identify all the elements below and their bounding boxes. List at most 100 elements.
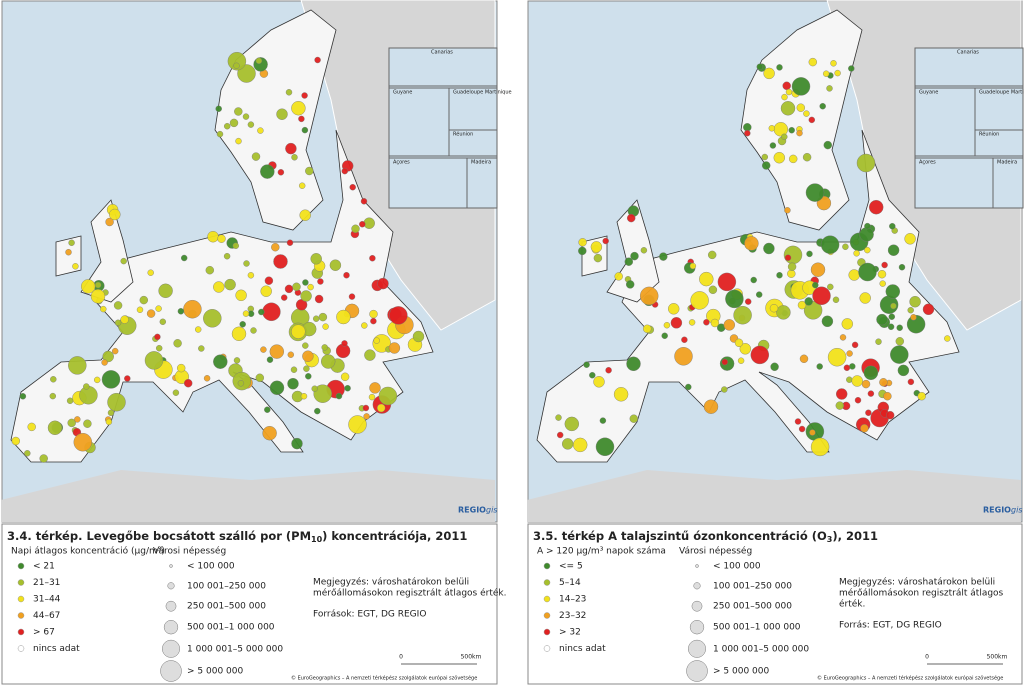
class-label: > 32 xyxy=(559,628,581,638)
city-dot xyxy=(564,416,579,432)
city-dot xyxy=(300,393,308,400)
size-label: > 5 000 000 xyxy=(187,667,243,677)
city-dot xyxy=(689,262,697,270)
city-dot xyxy=(887,323,895,330)
inset-label: Açores xyxy=(393,160,410,166)
city-dot xyxy=(264,406,271,413)
city-dot xyxy=(810,437,830,457)
credit: REGIO xyxy=(458,506,486,515)
city-dot xyxy=(858,262,877,282)
city-dot xyxy=(898,264,906,271)
inset-cell xyxy=(974,129,1024,157)
city-dot xyxy=(769,304,779,313)
city-dot xyxy=(663,322,671,329)
size-label: 500 001–1 000 000 xyxy=(187,623,275,633)
class-swatch xyxy=(17,595,25,603)
city-dot xyxy=(105,418,113,426)
city-dot xyxy=(158,283,173,298)
city-dot xyxy=(93,376,101,384)
legend-frame xyxy=(1,523,498,685)
city-dot xyxy=(302,342,309,349)
city-dot xyxy=(247,121,255,128)
city-dot xyxy=(251,152,261,161)
city-dot xyxy=(821,315,834,327)
city-dot xyxy=(806,250,813,258)
city-dot xyxy=(49,392,56,400)
city-dot xyxy=(804,297,813,306)
size-swatch xyxy=(162,639,180,658)
city-dot xyxy=(864,246,871,254)
size-label: < 100 000 xyxy=(713,562,761,572)
city-dot xyxy=(819,102,826,110)
city-dot xyxy=(322,323,329,330)
city-dot xyxy=(624,257,634,266)
city-dot xyxy=(310,253,322,265)
city-dot xyxy=(776,272,783,279)
city-dot xyxy=(885,284,900,299)
city-dot xyxy=(578,238,587,247)
size-swatch xyxy=(691,600,703,612)
city-dot xyxy=(861,379,871,389)
note-line: érték. xyxy=(839,599,865,610)
copyright: © EuroGeographics – A nemzeti térképész … xyxy=(817,675,1003,682)
city-dot xyxy=(725,289,744,309)
city-dot xyxy=(823,140,832,150)
city-dot xyxy=(851,341,859,349)
class-label: 23–32 xyxy=(559,611,586,621)
city-dot xyxy=(886,411,895,420)
inset-label: Réunion xyxy=(979,131,999,138)
city-dot xyxy=(67,418,76,428)
credit: REGIO xyxy=(983,506,1011,515)
city-dot xyxy=(848,269,860,281)
inset-label: Açores xyxy=(919,160,936,166)
city-dot xyxy=(348,415,367,434)
city-dot xyxy=(173,339,182,348)
city-dot xyxy=(626,213,636,223)
class-label: < 21 xyxy=(33,562,55,572)
city-dot xyxy=(796,103,805,112)
city-dot xyxy=(68,239,75,247)
city-dot xyxy=(235,137,242,145)
city-dot xyxy=(865,409,872,416)
class-label: 21–31 xyxy=(33,578,60,588)
city-dot xyxy=(703,399,719,414)
city-dot xyxy=(744,129,751,137)
city-dot xyxy=(341,340,348,347)
city-dot xyxy=(910,314,917,321)
city-dot xyxy=(242,310,250,317)
city-dot xyxy=(66,397,74,404)
city-dot xyxy=(287,378,299,390)
size-swatch xyxy=(165,600,177,612)
city-dot xyxy=(109,208,121,221)
city-dot xyxy=(848,65,855,72)
city-dot xyxy=(311,385,318,392)
city-dot xyxy=(797,300,807,310)
city-dot xyxy=(769,142,777,149)
city-dot xyxy=(909,296,921,308)
city-dot xyxy=(780,101,796,116)
city-dot xyxy=(809,429,816,436)
city-dot xyxy=(890,302,897,310)
city-dot xyxy=(369,255,376,262)
city-dot xyxy=(768,125,776,132)
city-dot xyxy=(155,345,163,352)
city-dot xyxy=(305,166,314,176)
city-dot xyxy=(277,169,285,176)
size-swatch xyxy=(686,660,708,682)
city-dot xyxy=(378,386,398,406)
city-dot xyxy=(595,437,615,456)
city-dot xyxy=(213,354,228,369)
size-swatch xyxy=(160,660,182,682)
city-dot xyxy=(285,89,293,96)
size-label: 1 000 001–5 000 000 xyxy=(713,644,809,654)
city-dot xyxy=(860,424,869,433)
city-dot xyxy=(881,261,888,269)
city-dot xyxy=(341,167,348,175)
city-dot xyxy=(146,309,156,318)
city-dot xyxy=(321,344,328,351)
city-dot xyxy=(846,350,853,357)
city-dot xyxy=(802,152,812,162)
class-swatch xyxy=(543,628,551,636)
class-swatch xyxy=(543,562,551,570)
city-dot xyxy=(820,235,840,254)
